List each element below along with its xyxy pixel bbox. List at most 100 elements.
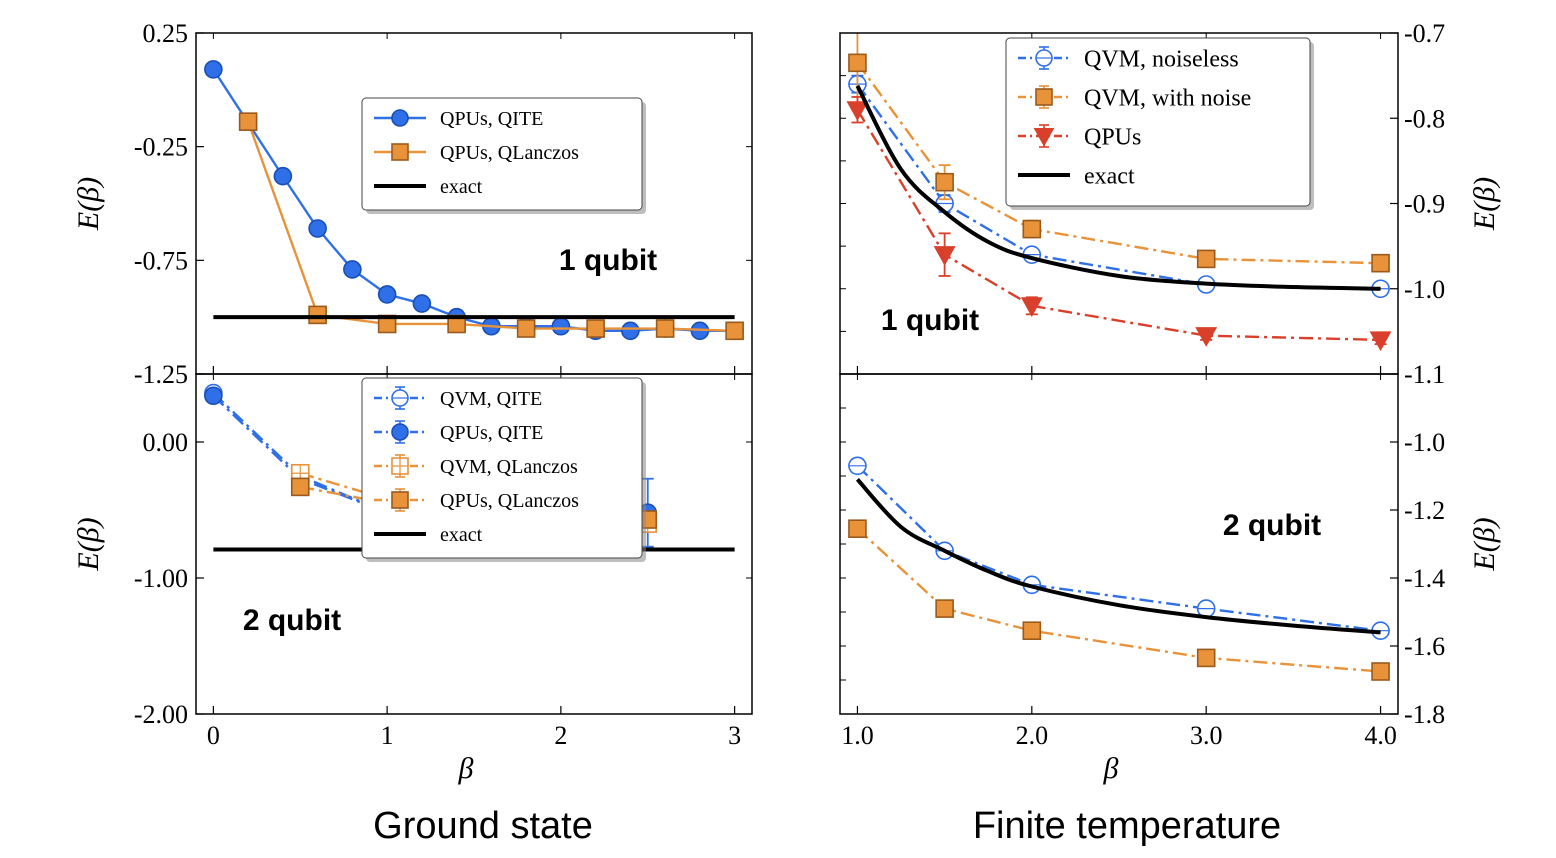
data-point	[204, 60, 223, 79]
data-point	[655, 319, 675, 338]
series-line-qvm-noiseless	[856, 464, 1381, 632]
data-point	[204, 386, 223, 406]
data-point	[935, 172, 954, 192]
x-tick-label: 2	[554, 721, 567, 750]
y-tick-label: -2.00	[134, 700, 188, 729]
panel-finite-temperature-2-qubit: -1.0 -1.2 -1.4 -1.6 -1.8 1.0 2.0 3.0 4.0 E(β) β 2 q…	[839, 373, 1501, 785]
series-line-exact	[855, 84, 1381, 291]
panel-annotation: 1 qubit	[559, 244, 657, 277]
legend-marker	[391, 423, 409, 441]
series-qvm-with-noise	[848, 519, 1390, 681]
x-tick-label: 3.0	[1190, 721, 1223, 750]
y-tick-label: -1.2	[1404, 496, 1445, 525]
legend-marker	[1033, 127, 1055, 147]
y-tick-label: 0.25	[143, 19, 189, 48]
x-tick-label: 0	[207, 721, 220, 750]
series-line-qvm-qite	[212, 392, 648, 525]
legend: QVM, QITE QPUs, QITE QVM, QLanczos QPUs, QL…	[361, 377, 646, 562]
data-point	[621, 321, 640, 341]
panel-ground-state-1-qubit: 0.25 -0.25 -0.75 -1.25 E(β) 1 qubit QPUs, QITE…	[72, 19, 753, 389]
y-tick-label: -0.7	[1404, 19, 1445, 48]
plot-area	[204, 60, 744, 341]
data-point	[1196, 249, 1216, 269]
legend-label-qpus-qlanczos: QPUs, QLanczos	[440, 490, 579, 512]
legend-marker	[391, 109, 409, 127]
y-tick-label: -0.75	[134, 246, 188, 275]
legend-label-exact: exact	[440, 176, 483, 198]
y-tick-label: -1.1	[1404, 360, 1445, 389]
series-line-qvm-qlanczos	[299, 472, 648, 525]
series-qvm-noiseless	[848, 456, 1390, 641]
legend-label-qpus-qlanczos: QPUs, QLanczos	[440, 142, 579, 164]
y-tick-label: -1.0	[1404, 275, 1445, 304]
data-point	[1022, 621, 1042, 641]
y-tick-label: -1.6	[1404, 632, 1445, 661]
data-point	[551, 316, 571, 336]
x-axis-label: β	[1103, 752, 1119, 785]
legend-box	[361, 97, 643, 211]
data-point	[848, 53, 867, 73]
legend-label-qvm-qlanczos: QVM, QLanczos	[440, 456, 578, 478]
plot-area	[846, 33, 1392, 352]
x-tick-label: 1.0	[841, 721, 874, 750]
series-exact	[855, 478, 1381, 635]
series-exact	[855, 84, 1381, 291]
data-point	[1371, 253, 1390, 273]
data-point	[238, 112, 258, 131]
legend-label-qpus-qite: QPUs, QITE	[440, 108, 543, 130]
data-point	[1371, 662, 1390, 681]
data-point	[308, 305, 327, 325]
y-tick-label: -1.8	[1404, 700, 1445, 729]
x-axis-label: β	[458, 752, 474, 785]
data-point	[725, 321, 744, 341]
legend: QVM, noiseless QVM, with noise QPUs exact	[1005, 37, 1314, 210]
data-point	[933, 246, 956, 266]
series-qpus	[846, 96, 1392, 352]
data-point	[412, 294, 432, 313]
legend-label-qvm-with-noise: QVM, with noise	[1084, 85, 1251, 111]
series-qvm-with-noise	[848, 33, 1390, 273]
data-point	[848, 519, 867, 539]
data-point	[377, 285, 397, 304]
y-tick-label: -0.8	[1404, 104, 1445, 133]
y-tick-label: -0.9	[1404, 190, 1445, 219]
legend-label-qvm-qite: QVM, QITE	[440, 388, 542, 410]
data-point	[273, 166, 293, 186]
legend-label-qpus-qite: QPUs, QITE	[440, 422, 543, 444]
y-axis-label: E(β)	[72, 517, 105, 571]
series-line-qpus-qlanczos	[300, 485, 648, 525]
series-line-qpus-qite	[212, 394, 648, 523]
legend: QPUs, QITE QPUs, QLanczos exact	[361, 97, 646, 214]
y-tick-label: -1.25	[134, 360, 188, 389]
y-tick-label: -1.0	[1404, 428, 1445, 457]
legend-label-qvm-noiseless: QVM, noiseless	[1084, 46, 1239, 72]
plot-frame	[839, 373, 1399, 715]
legend-box	[1005, 37, 1311, 207]
y-tick-label: 0.00	[143, 428, 189, 457]
data-point	[1369, 331, 1392, 352]
panel-annotation: 2 qubit	[243, 604, 341, 637]
data-point	[1020, 297, 1043, 318]
panel-annotation: 1 qubit	[881, 304, 979, 337]
legend-marker	[391, 143, 409, 161]
legend-label-qpus: QPUs	[1084, 124, 1141, 150]
x-tick-label: 2.0	[1016, 721, 1049, 750]
series-line-exact	[855, 478, 1381, 635]
plot-frame	[195, 373, 753, 715]
panel-annotation: 2 qubit	[1223, 509, 1321, 542]
y-tick-label: -1.4	[1404, 564, 1445, 593]
section-title-finite-temperature: Finite temperature	[973, 805, 1281, 847]
legend-label-exact: exact	[440, 524, 483, 546]
section-title-ground-state: Ground state	[373, 805, 593, 847]
plot-area	[848, 456, 1390, 681]
y-axis-label: E(β)	[72, 177, 105, 231]
y-tick-label: -1.00	[134, 564, 188, 593]
y-tick-label: -0.25	[134, 133, 188, 162]
x-tick-label: 4.0	[1364, 721, 1397, 750]
panel-finite-temperature-1-qubit: -0.7 -0.8 -0.9 -1.0 -1.1 E(β) 1 qubit QVM, nois…	[839, 19, 1501, 389]
data-point	[516, 319, 536, 338]
data-point	[343, 260, 362, 279]
data-point	[935, 599, 954, 618]
